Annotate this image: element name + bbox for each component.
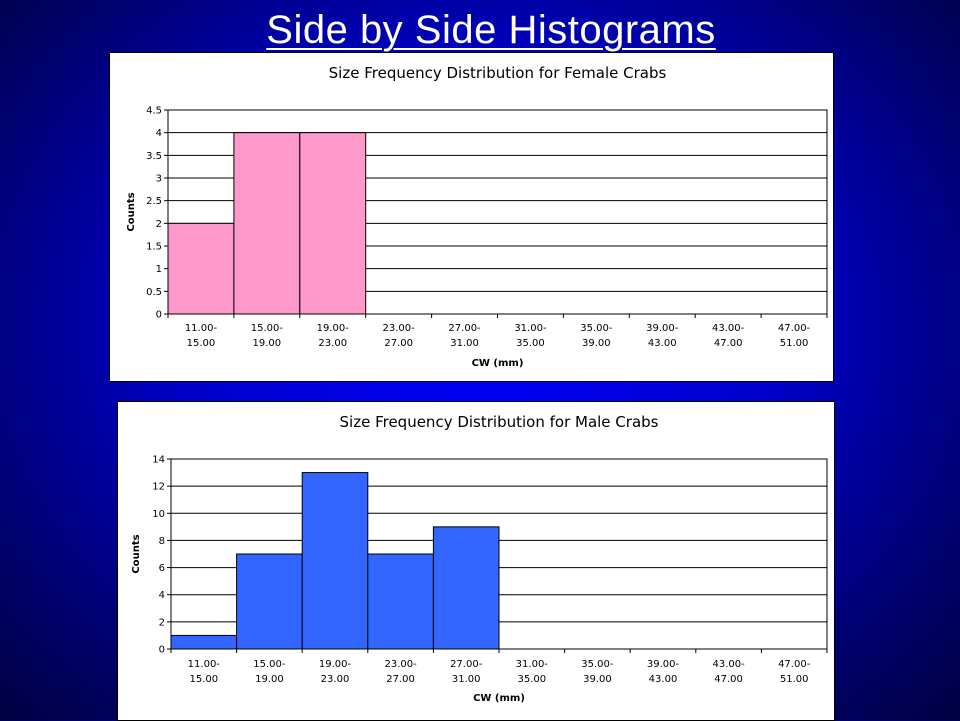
male-bar [432, 526, 500, 650]
female-bar [299, 132, 367, 315]
male-bar [236, 553, 303, 650]
male-y-tick-label: 10 [152, 509, 165, 520]
female-x-tick-label: 23.00-27.00 [383, 323, 416, 349]
male-bar [170, 634, 238, 650]
female-x-tick-label: 27.00-31.00 [448, 323, 481, 349]
female-x-tick-label: 35.00-39.00 [580, 323, 613, 349]
female-chart-title: Size Frequency Distribution for Female C… [329, 64, 667, 82]
female-y-tick-label: 2.5 [146, 196, 162, 207]
female-y-tick-label: 4 [156, 128, 162, 139]
male-x-axis-label: CW (mm) [473, 693, 525, 704]
male-y-tick-label: 0 [159, 645, 165, 656]
female-bar [233, 132, 301, 315]
female-x-tick-label: 19.00-23.00 [317, 323, 350, 349]
male-y-tick-label: 2 [159, 617, 165, 628]
slide-title: Side by Side Histograms [266, 8, 716, 52]
female-y-tick-label: 3 [156, 174, 162, 185]
male-y-tick-label: 14 [152, 455, 165, 466]
female-y-tick-label: 1.5 [146, 242, 162, 253]
female-y-axis-label: Counts [126, 192, 137, 231]
male-bar [367, 553, 434, 650]
female-x-tick-label: 39.00-43.00 [646, 323, 679, 349]
male-y-tick-label: 12 [152, 482, 165, 493]
female-y-tick-label: 1 [156, 264, 162, 275]
male-bar [301, 472, 369, 650]
female-y-tick-label: 3.5 [146, 151, 162, 162]
male-x-tick-label: 27.00-31.00 [450, 659, 483, 685]
male-x-tick-label: 11.00-15.00 [188, 659, 221, 685]
male-y-axis-label: Counts [131, 534, 142, 573]
female-y-tick-label: 0.5 [146, 287, 162, 298]
male-x-tick-label: 43.00-47.00 [712, 659, 745, 685]
male-x-tick-label: 47.00-51.00 [778, 659, 811, 685]
female-histogram-panel: Size Frequency Distribution for Female C… [109, 52, 834, 382]
female-x-tick-label: 15.00-19.00 [251, 323, 284, 349]
female-histogram: Size Frequency Distribution for Female C… [126, 64, 828, 369]
male-histogram-panel: Size Frequency Distribution for Male Cra… [117, 401, 835, 721]
female-x-tick-label: 31.00-35.00 [514, 323, 547, 349]
female-x-tick-label: 43.00-47.00 [712, 323, 745, 349]
female-bar [167, 222, 235, 315]
female-y-tick-label: 0 [156, 310, 162, 321]
male-y-tick-label: 4 [159, 590, 165, 601]
male-histogram: Size Frequency Distribution for Male Cra… [131, 413, 828, 704]
female-y-tick-label: 4.5 [146, 106, 162, 117]
male-y-tick-label: 8 [159, 536, 165, 547]
male-y-tick-label: 6 [159, 563, 165, 574]
male-x-tick-label: 35.00-39.00 [581, 659, 614, 685]
male-x-tick-label: 23.00-27.00 [384, 659, 417, 685]
female-x-tick-label: 11.00-15.00 [185, 323, 218, 349]
female-y-tick-label: 2 [156, 219, 162, 230]
male-x-tick-label: 31.00-35.00 [516, 659, 549, 685]
female-x-tick-label: 47.00-51.00 [778, 323, 811, 349]
male-x-tick-label: 39.00-43.00 [647, 659, 680, 685]
female-x-axis-label: CW (mm) [472, 358, 524, 369]
male-chart-title: Size Frequency Distribution for Male Cra… [340, 413, 659, 431]
male-x-tick-label: 15.00-19.00 [253, 659, 286, 685]
male-x-tick-label: 19.00-23.00 [319, 659, 352, 685]
